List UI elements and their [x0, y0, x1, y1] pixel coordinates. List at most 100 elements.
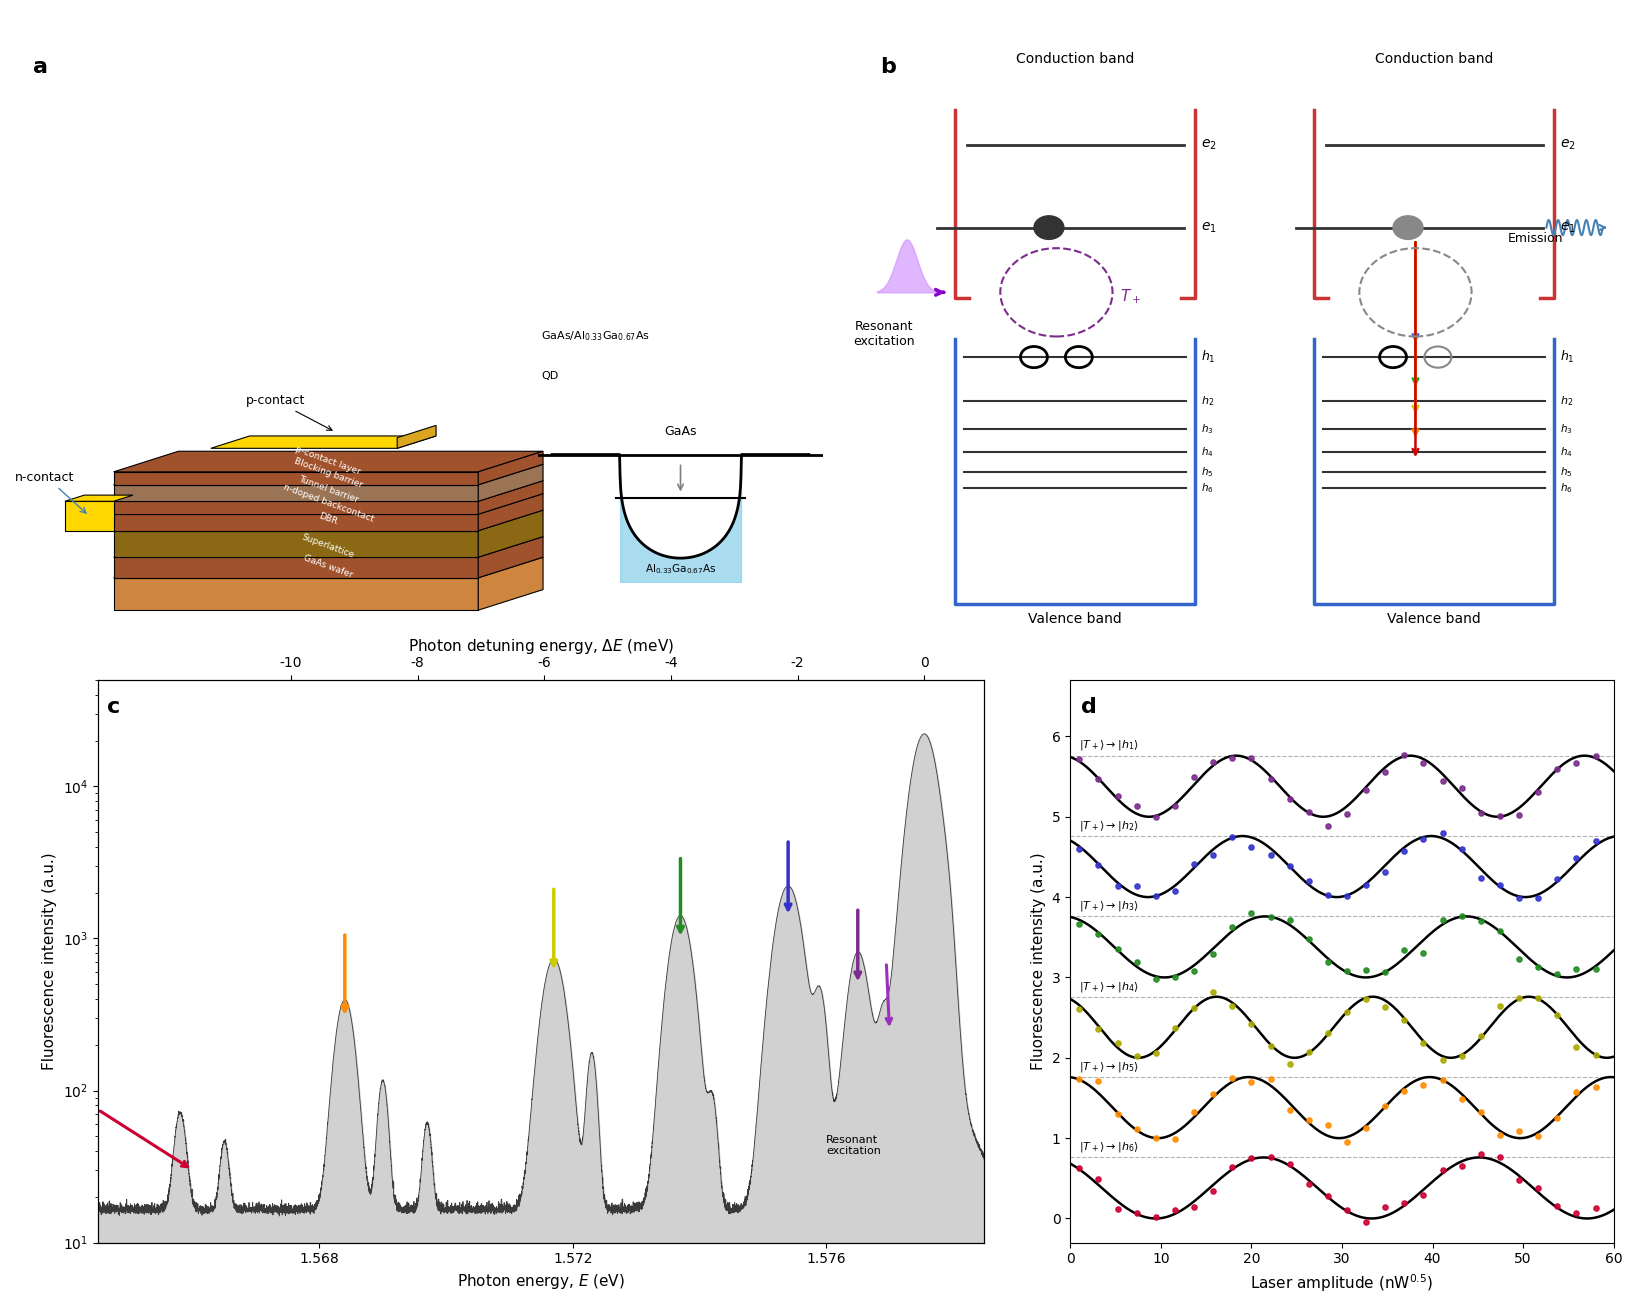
Text: DBR: DBR — [318, 511, 339, 527]
Point — [1200, 1181, 1226, 1202]
Point — [1086, 1168, 1112, 1189]
Point — [1333, 1001, 1359, 1022]
Point — [1449, 1088, 1475, 1109]
Polygon shape — [478, 481, 543, 514]
Point — [1219, 1067, 1245, 1088]
Point — [1506, 888, 1532, 909]
Point — [1392, 1193, 1418, 1214]
Text: $|T_+\rangle\rightarrow|h_6\rangle$: $|T_+\rangle\rightarrow|h_6\rangle$ — [1079, 1141, 1139, 1154]
Point — [1105, 1198, 1131, 1219]
Text: GaAs: GaAs — [665, 425, 696, 438]
Polygon shape — [114, 464, 543, 485]
Text: $h_3$: $h_3$ — [1201, 422, 1213, 436]
Polygon shape — [114, 493, 543, 514]
Point — [1200, 751, 1226, 772]
Point — [1105, 1033, 1131, 1054]
Polygon shape — [114, 501, 478, 514]
Point — [1469, 867, 1495, 888]
Text: n-doped backcontact: n-doped backcontact — [282, 483, 375, 523]
Point — [1239, 747, 1265, 768]
Point — [1296, 1109, 1322, 1130]
Point — [1353, 1118, 1379, 1139]
Point — [1276, 855, 1302, 876]
Polygon shape — [114, 481, 543, 501]
Point — [1239, 1071, 1265, 1092]
Text: $h_3$: $h_3$ — [1560, 422, 1573, 436]
Point — [1410, 1075, 1436, 1096]
Text: $h_1$: $h_1$ — [1560, 349, 1575, 365]
Point — [1315, 1114, 1341, 1135]
Point — [1469, 1025, 1495, 1046]
Text: Resonant
excitation: Resonant excitation — [854, 320, 914, 348]
Point — [1410, 1185, 1436, 1206]
Text: $e_2$: $e_2$ — [1560, 137, 1576, 153]
Text: Valence band: Valence band — [1387, 612, 1482, 627]
Point — [1162, 1129, 1188, 1150]
Polygon shape — [114, 451, 543, 472]
Point — [1372, 997, 1399, 1018]
Point — [1372, 761, 1399, 782]
Point — [1296, 929, 1322, 950]
Text: $|T_+\rangle\rightarrow|h_3\rangle$: $|T_+\rangle\rightarrow|h_3\rangle$ — [1079, 899, 1139, 913]
Point — [1257, 1069, 1283, 1090]
Point — [1333, 960, 1359, 981]
Text: $|T_+\rangle\rightarrow|h_5\rangle$: $|T_+\rangle\rightarrow|h_5\rangle$ — [1079, 1059, 1139, 1074]
Point — [1143, 1207, 1169, 1228]
Point — [1487, 1125, 1513, 1146]
Point — [1219, 748, 1245, 769]
Point — [1526, 781, 1552, 802]
Point — [1219, 1156, 1245, 1177]
Text: Tunnel barrier: Tunnel barrier — [297, 475, 360, 505]
Polygon shape — [478, 510, 543, 557]
Point — [1315, 951, 1341, 972]
Point — [1066, 838, 1092, 859]
Point — [1296, 871, 1322, 892]
Point — [1315, 1023, 1341, 1044]
Point — [1257, 1036, 1283, 1057]
Text: $|T_+\rangle\rightarrow|h_1\rangle$: $|T_+\rangle\rightarrow|h_1\rangle$ — [1079, 739, 1139, 752]
X-axis label: Laser amplitude (nW$^{0.5}$): Laser amplitude (nW$^{0.5}$) — [1250, 1271, 1433, 1294]
Point — [1066, 999, 1092, 1020]
Point — [1105, 875, 1131, 896]
Point — [1066, 748, 1092, 769]
Point — [1353, 780, 1379, 800]
Polygon shape — [114, 557, 478, 578]
Text: $h_5$: $h_5$ — [1201, 464, 1213, 479]
Text: $h_6$: $h_6$ — [1201, 481, 1213, 494]
Text: GaAs/Al$_{0.33}$Ga$_{0.67}$As: GaAs/Al$_{0.33}$Ga$_{0.67}$As — [541, 328, 650, 343]
Point — [1410, 829, 1436, 850]
Point — [1257, 845, 1283, 866]
Point — [1182, 998, 1208, 1019]
Point — [1506, 1120, 1532, 1141]
Point — [1487, 875, 1513, 896]
Text: $h_2$: $h_2$ — [1201, 394, 1214, 408]
Point — [1392, 940, 1418, 961]
Point — [1105, 786, 1131, 807]
Point — [1200, 944, 1226, 965]
Point — [1449, 1045, 1475, 1066]
Point — [1506, 804, 1532, 825]
Point — [1583, 831, 1609, 852]
Point — [1487, 1147, 1513, 1168]
Point — [1430, 770, 1456, 791]
Point — [1219, 995, 1245, 1016]
Point — [1105, 938, 1131, 959]
Point — [1066, 913, 1092, 934]
Point — [1086, 923, 1112, 944]
Circle shape — [1033, 216, 1064, 239]
Text: p-contact layer: p-contact layer — [295, 445, 362, 476]
Point — [1066, 1158, 1092, 1179]
Point — [1296, 1173, 1322, 1194]
Text: Emission: Emission — [1508, 233, 1563, 246]
Polygon shape — [478, 493, 543, 531]
Point — [1487, 806, 1513, 827]
Point — [1372, 1197, 1399, 1218]
Point — [1430, 1049, 1456, 1070]
Point — [1430, 823, 1456, 844]
Point — [1506, 948, 1532, 969]
Point — [1333, 886, 1359, 906]
Point — [1333, 1131, 1359, 1152]
Polygon shape — [210, 436, 437, 449]
Point — [1372, 1096, 1399, 1117]
Point — [1487, 921, 1513, 942]
